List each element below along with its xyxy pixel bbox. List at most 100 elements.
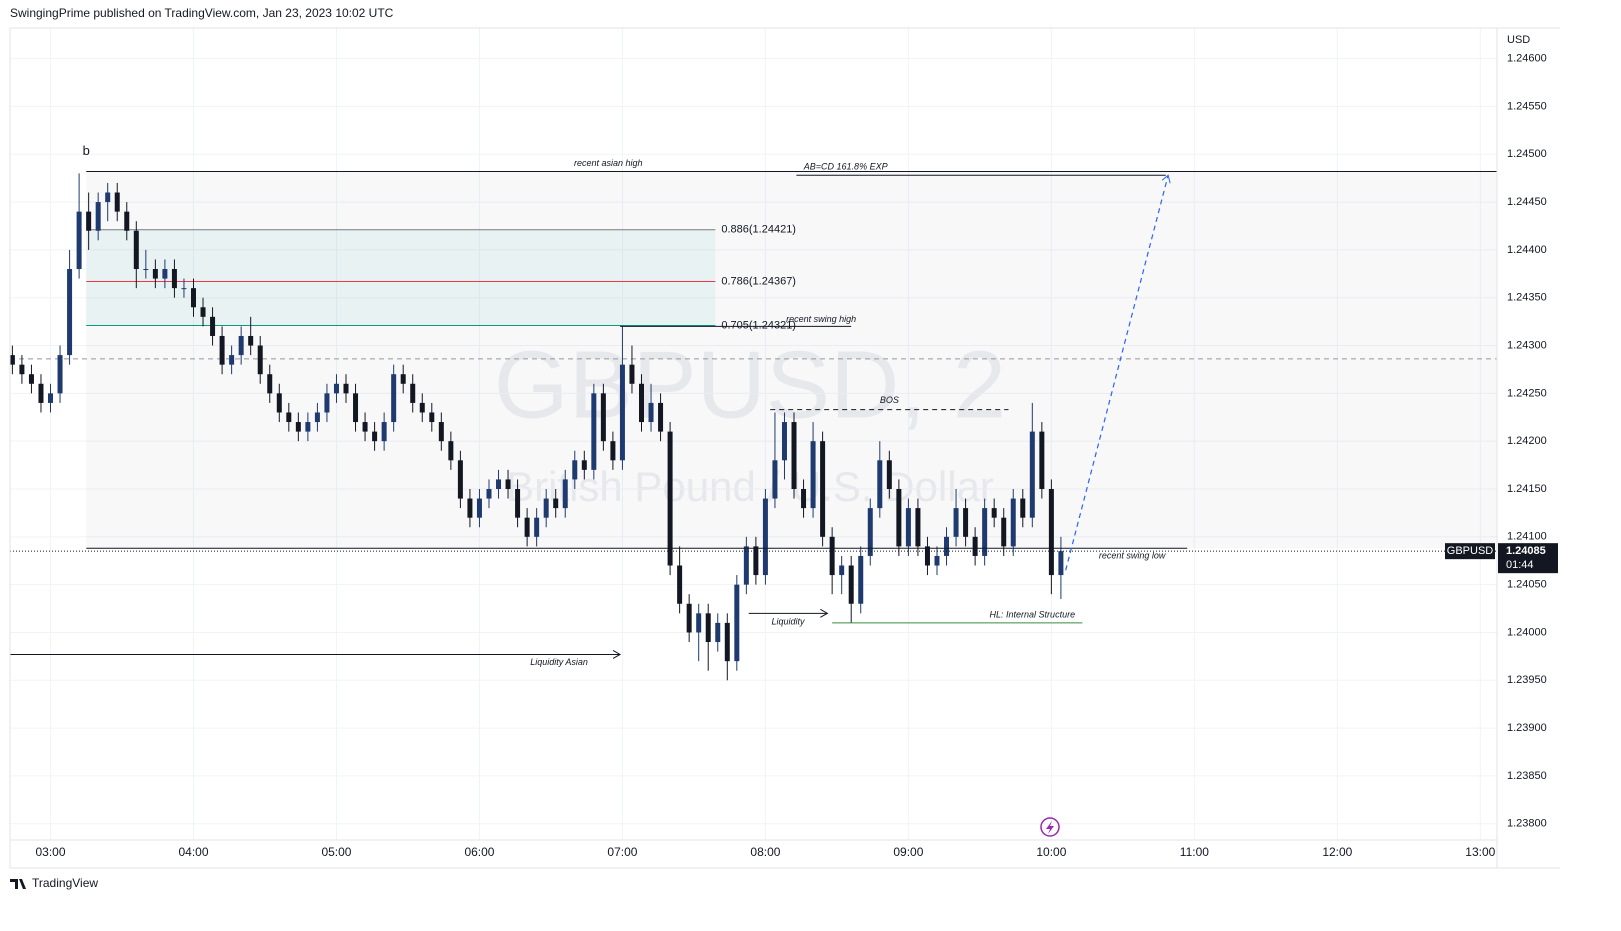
level-label: Liquidity Asian [530,657,588,667]
candle-body [829,536,835,576]
y-tick-label: 1.24350 [1507,292,1547,304]
candle-body [753,546,759,576]
candle-body [457,460,463,499]
y-tick-label: 1.24150 [1507,483,1547,495]
candle-body [1001,517,1007,547]
candle-body [963,508,969,537]
x-tick-label: 13:00 [1465,845,1495,859]
candle-body [638,383,644,423]
candle-body [505,479,511,489]
candle-body [391,374,397,423]
candle-body [353,393,359,423]
header: SwingingPrime published on TradingView.c… [10,6,394,20]
candle-body [38,383,44,403]
tradingview-logo [10,879,26,889]
candle-body [219,335,225,365]
candle-body [896,488,902,547]
candle-body [276,393,282,413]
candle-body [1029,431,1035,518]
candle-body [705,613,711,643]
candle-body [743,546,749,585]
y-tick-label: 1.24500 [1507,148,1547,160]
candle-body [238,335,244,356]
candle-body [724,622,730,662]
candle-body [19,364,25,375]
candle-body [820,441,826,537]
candle-body [67,269,73,356]
arrow-head [612,650,622,659]
y-tick-label: 1.24550 [1507,100,1547,112]
x-tick-label: 05:00 [321,845,351,859]
candle-body [677,565,683,604]
y-tick-label: 1.23850 [1507,770,1547,782]
arrow-head [820,608,829,618]
candle-body [591,393,597,470]
x-tick-label: 12:00 [1322,845,1352,859]
candle-body [57,355,63,394]
candle-body [801,488,807,509]
candle-body [610,441,616,461]
candle-body [114,192,120,212]
candle-body [515,488,521,518]
candle-body [886,460,892,489]
candle-body [1048,488,1054,576]
candle-body [400,374,406,384]
candle-body [934,555,940,566]
candle-body [362,422,368,432]
candle-body [124,211,130,231]
candle-body [324,393,330,413]
y-tick-label: 1.24250 [1507,387,1547,399]
watermark: GBPUSD, 2 [494,331,1006,438]
candle-body [152,269,158,279]
candle-body [410,383,416,403]
candle-body [991,508,997,518]
x-tick-label: 10:00 [1036,845,1066,859]
y-tick-label: 1.23800 [1507,818,1547,830]
candle-body [686,603,692,633]
candle-body [229,355,235,365]
fib-label: 0.786(1.24367) [721,275,796,287]
candle-body [381,422,387,442]
candle-body [848,565,854,604]
candle-body [476,498,482,518]
candle-body [105,192,111,203]
candle-body [877,460,883,509]
candle-body [248,335,254,346]
candle-body [648,402,654,423]
footer: TradingView [32,876,98,890]
candle-body [448,441,454,461]
candle-body [429,412,435,423]
level-label: HL: Internal Structure [990,609,1076,619]
candle-body [953,508,959,537]
x-tick-label: 06:00 [464,845,494,859]
currency: USD [1507,34,1530,46]
candle-body [924,546,930,566]
candle-body [86,211,92,231]
candle-body [210,316,216,336]
x-tick-label: 11:00 [1180,845,1209,859]
candle-body [419,402,425,413]
level-label: Liquidity [772,617,806,627]
candle-body [534,517,540,537]
candle-body [190,288,196,308]
y-tick-label: 1.24000 [1507,626,1547,638]
candle-body [171,269,177,289]
symbol-tag [1445,543,1495,560]
candle-body [181,288,187,290]
candle-body [438,422,444,442]
lightning-icon [1040,817,1060,837]
candle-body [734,584,740,662]
candle-body [781,422,787,461]
x-tick-label: 04:00 [178,845,208,859]
candle-body [1039,431,1045,489]
fib-zone [86,229,716,326]
candle-body [467,498,473,518]
candle-body [267,374,273,394]
y-tick-label: 1.24050 [1507,579,1547,591]
candle-body [658,402,664,432]
candle-body [496,479,502,489]
wave-label: b [83,143,90,158]
plot: 0.886(1.24421) 0.786(1.24367) 0.705(1.2432… [9,28,1498,840]
